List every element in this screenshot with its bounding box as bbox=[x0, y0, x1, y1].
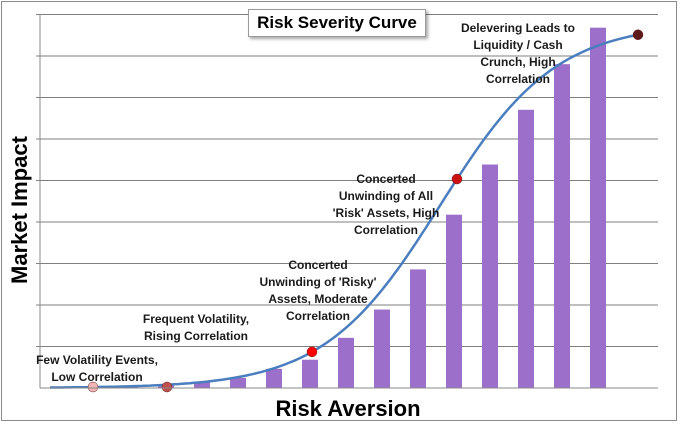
bar bbox=[302, 359, 318, 388]
curve-marker bbox=[161, 381, 173, 393]
annotation-low-volatility: Few Volatility Events, Low Correlation bbox=[36, 353, 158, 384]
curve-marker bbox=[451, 173, 463, 185]
chart-title: Risk Severity Curve bbox=[248, 9, 426, 37]
bar bbox=[194, 381, 210, 388]
bar bbox=[266, 368, 282, 388]
annotation-high-correlation: Concerted Unwinding of All 'Risk' Assets… bbox=[332, 172, 440, 237]
bar bbox=[338, 337, 354, 388]
bar bbox=[518, 109, 534, 388]
severity-curve bbox=[50, 33, 639, 389]
bar bbox=[590, 27, 606, 389]
curve-marker bbox=[632, 29, 644, 40]
bar bbox=[446, 214, 462, 388]
bar bbox=[374, 309, 390, 388]
curve-marker bbox=[87, 381, 99, 393]
x-axis-label: Risk Aversion bbox=[275, 396, 421, 421]
y-axis-label: Market Impact bbox=[7, 136, 32, 284]
curve-marker bbox=[306, 346, 318, 358]
bar bbox=[554, 64, 570, 389]
bar bbox=[230, 377, 246, 388]
bar bbox=[482, 164, 498, 388]
annotation-rising-correlation: Frequent Volatility, Rising Correlation bbox=[142, 312, 250, 343]
curve-markers bbox=[87, 29, 644, 393]
annotation-moderate-correlation: Concerted Unwinding of 'Risky' Assets, M… bbox=[259, 258, 377, 323]
bar bbox=[410, 269, 426, 388]
annotation-liquidity-crunch: Delevering Leads to Liquidity / Cash Cru… bbox=[460, 21, 576, 86]
